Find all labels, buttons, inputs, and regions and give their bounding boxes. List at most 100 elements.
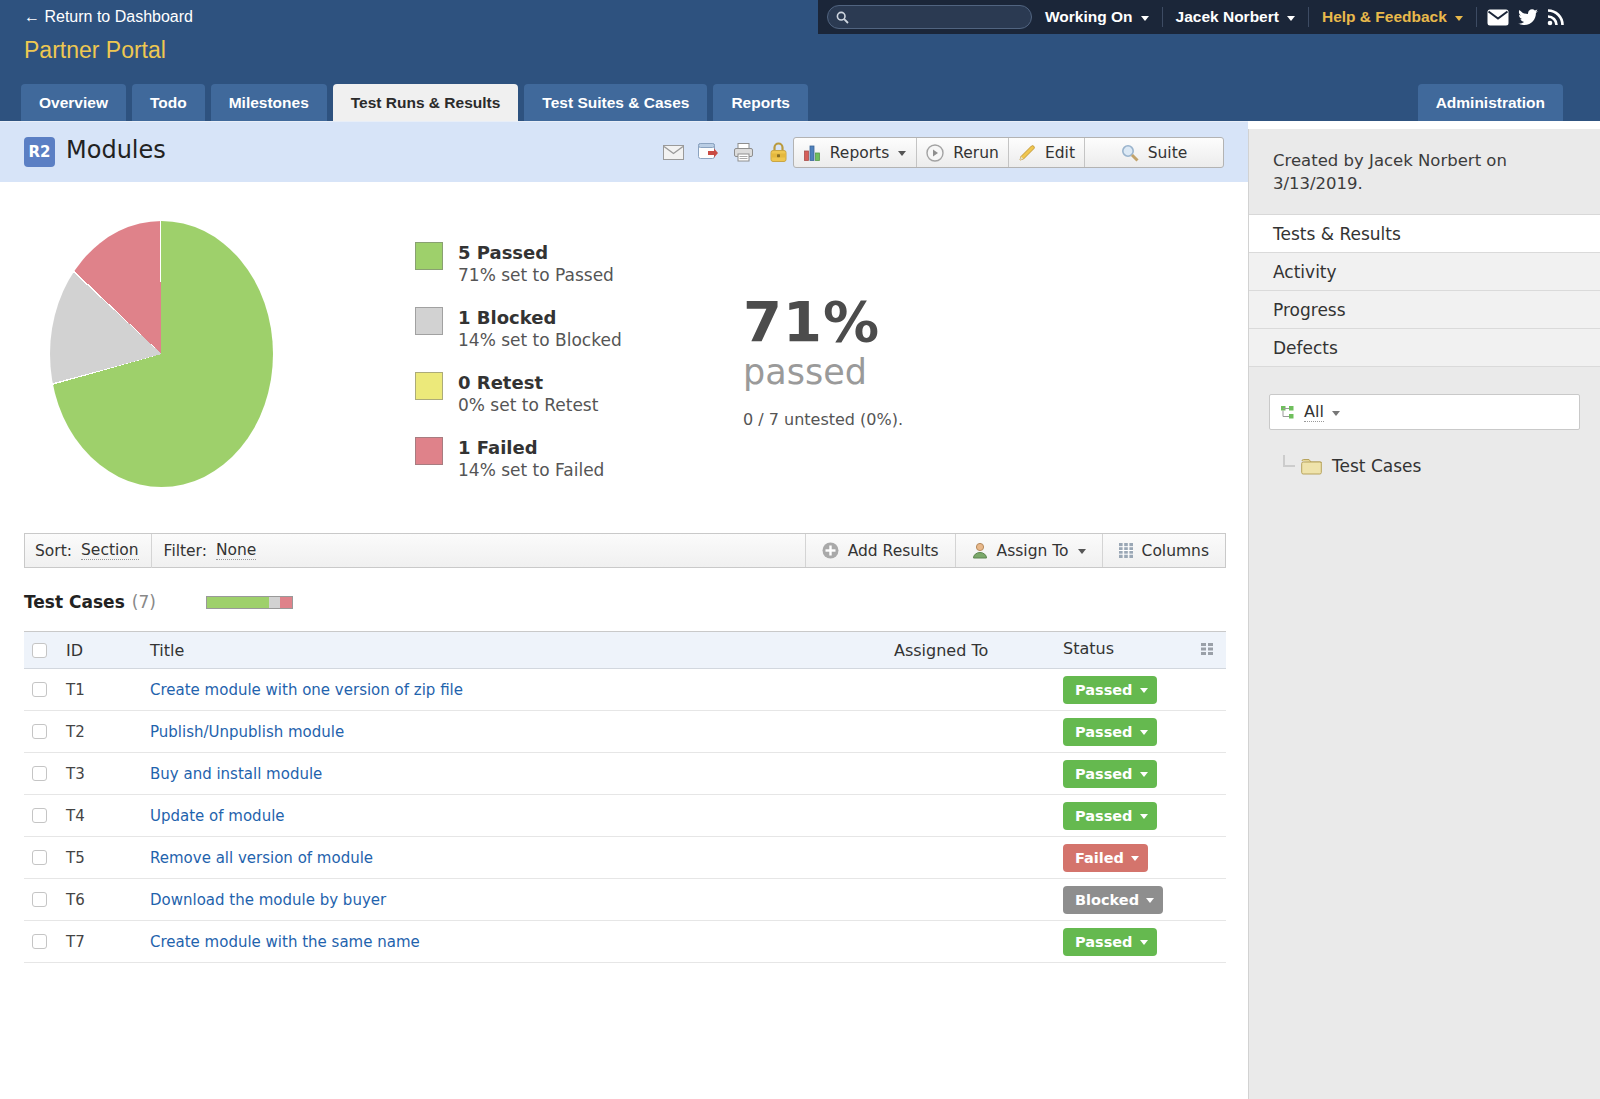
table-header-row: ID Title Assigned To Status	[24, 632, 1226, 669]
table-row: T1 Create module with one version of zip…	[24, 669, 1226, 711]
working-on-menu[interactable]: Working On	[1032, 8, 1162, 26]
status-dropdown[interactable]: Passed	[1063, 802, 1157, 830]
row-checkbox[interactable]	[32, 808, 47, 823]
sort-filter-bar: Sort: Section Filter: None Add Results A…	[24, 533, 1226, 568]
tab-todo[interactable]: Todo	[132, 84, 205, 121]
progress-failed	[280, 597, 292, 608]
email-icon[interactable]	[662, 141, 684, 163]
chevron-down-icon	[1146, 898, 1154, 903]
row-checkbox[interactable]	[32, 766, 47, 781]
rerun-button[interactable]: Rerun	[916, 138, 1008, 167]
suite-button[interactable]: Suite	[1084, 138, 1223, 167]
legend-item-blocked: 1 Blocked14% set to Blocked	[415, 307, 622, 350]
search-input[interactable]	[827, 5, 1032, 29]
test-cases-count: (7)	[132, 592, 156, 612]
suite-filter-value: All	[1304, 402, 1324, 422]
filter-selector[interactable]: None	[216, 541, 256, 560]
tab-milestones[interactable]: Milestones	[211, 84, 327, 121]
tree-item-test-cases[interactable]: Test Cases	[1332, 456, 1421, 476]
run-summary: 5 Passed71% set to Passed 1 Blocked14% s…	[0, 182, 1248, 533]
user-menu[interactable]: Jacek Norbert	[1163, 8, 1308, 26]
status-dropdown[interactable]: Passed	[1063, 676, 1157, 704]
tab-overview[interactable]: Overview	[21, 84, 126, 121]
select-all-checkbox[interactable]	[32, 643, 47, 658]
folder-icon	[1301, 458, 1322, 475]
sidebar-item-defects[interactable]: Defects	[1249, 329, 1600, 367]
row-checkbox[interactable]	[32, 934, 47, 949]
tab-reports[interactable]: Reports	[713, 84, 808, 121]
tree-connector	[1283, 455, 1295, 467]
columns-icon	[1119, 543, 1133, 558]
pass-rate-summary: 71% passed 0 / 7 untested (0%).	[743, 299, 903, 429]
run-actions: Reports Rerun Edit Suite	[793, 137, 1224, 168]
add-results-button[interactable]: Add Results	[805, 534, 955, 567]
chevron-down-icon	[898, 151, 906, 156]
sort-selector[interactable]: Section	[81, 541, 139, 560]
chevron-down-icon	[1141, 16, 1149, 21]
row-checkbox[interactable]	[32, 892, 47, 907]
pencil-icon	[1018, 144, 1036, 162]
test-case-link[interactable]: Buy and install module	[150, 765, 322, 783]
row-checkbox[interactable]	[32, 724, 47, 739]
run-title: Modules	[66, 136, 166, 164]
table-row: T5 Remove all version of module Failed	[24, 837, 1226, 879]
tab-administration[interactable]: Administration	[1418, 84, 1563, 121]
divider	[151, 534, 152, 568]
legend-swatch-passed	[415, 242, 443, 270]
row-checkbox[interactable]	[32, 850, 47, 865]
sidebar: Created by Jacek Norbert on 3/13/2019. T…	[1248, 121, 1600, 1099]
status-dropdown[interactable]: Passed	[1063, 760, 1157, 788]
help-feedback-menu[interactable]: Help & Feedback	[1309, 8, 1476, 26]
edit-button[interactable]: Edit	[1008, 138, 1084, 167]
return-to-dashboard-link[interactable]: ← Return to Dashboard	[24, 8, 193, 26]
table-row: T6 Download the module by buyer Blocked	[24, 879, 1226, 921]
chevron-down-icon	[1078, 549, 1086, 554]
table-settings-icon[interactable]	[1201, 642, 1214, 661]
lock-icon[interactable]	[767, 141, 789, 163]
legend-item-retest: 0 Retest0% set to Retest	[415, 372, 622, 415]
test-case-link[interactable]: Remove all version of module	[150, 849, 373, 867]
bar-chart-icon	[804, 145, 821, 161]
pass-rate-percent: 71%	[743, 299, 903, 345]
sidebar-item-activity[interactable]: Activity	[1249, 253, 1600, 291]
row-checkbox[interactable]	[32, 682, 47, 697]
sidebar-item-tests-results[interactable]: Tests & Results	[1249, 215, 1600, 253]
table-row: T7 Create module with the same name Pass…	[24, 921, 1226, 963]
magnifier-icon	[1121, 144, 1139, 162]
untested-summary: 0 / 7 untested (0%).	[743, 410, 903, 429]
export-icon[interactable]	[697, 141, 719, 163]
test-case-link[interactable]: Update of module	[150, 807, 285, 825]
status-dropdown[interactable]: Passed	[1063, 928, 1157, 956]
twitter-icon[interactable]	[1518, 9, 1538, 26]
test-cases-table: ID Title Assigned To Status T1 Create mo…	[24, 631, 1226, 963]
test-cases-heading: Test Cases (7)	[24, 592, 1248, 612]
sidebar-item-progress[interactable]: Progress	[1249, 291, 1600, 329]
status-dropdown[interactable]: Passed	[1063, 718, 1157, 746]
test-case-link[interactable]: Create module with one version of zip fi…	[150, 681, 463, 699]
tab-test-runs-results[interactable]: Test Runs & Results	[333, 84, 519, 121]
test-case-link[interactable]: Create module with the same name	[150, 933, 420, 951]
page-title: Partner Portal	[24, 37, 166, 64]
suite-tree-icon	[1280, 405, 1295, 420]
progress-passed	[207, 597, 269, 608]
columns-button[interactable]: Columns	[1102, 534, 1225, 567]
assign-to-button[interactable]: Assign To	[955, 534, 1102, 567]
rss-icon[interactable]	[1547, 9, 1565, 26]
reports-button[interactable]: Reports	[794, 138, 916, 167]
chevron-down-icon	[1140, 730, 1148, 735]
test-case-link[interactable]: Download the module by buyer	[150, 891, 386, 909]
account-bar: Working On Jacek Norbert Help & Feedback	[818, 0, 1600, 34]
results-pie-chart	[50, 221, 273, 487]
table-row: T2 Publish/Unpublish module Passed	[24, 711, 1226, 753]
created-by-note: Created by Jacek Norbert on 3/13/2019.	[1249, 129, 1600, 215]
status-dropdown[interactable]: Failed	[1063, 844, 1148, 872]
test-case-link[interactable]: Publish/Unpublish module	[150, 723, 344, 741]
divider	[1476, 7, 1477, 27]
print-icon[interactable]	[732, 141, 754, 163]
status-dropdown[interactable]: Blocked	[1063, 886, 1163, 914]
suite-filter-dropdown[interactable]: All	[1269, 394, 1580, 430]
tab-test-suites-cases[interactable]: Test Suites & Cases	[524, 84, 707, 121]
mail-icon[interactable]	[1487, 9, 1509, 26]
add-icon	[822, 542, 839, 559]
legend-swatch-retest	[415, 372, 443, 400]
